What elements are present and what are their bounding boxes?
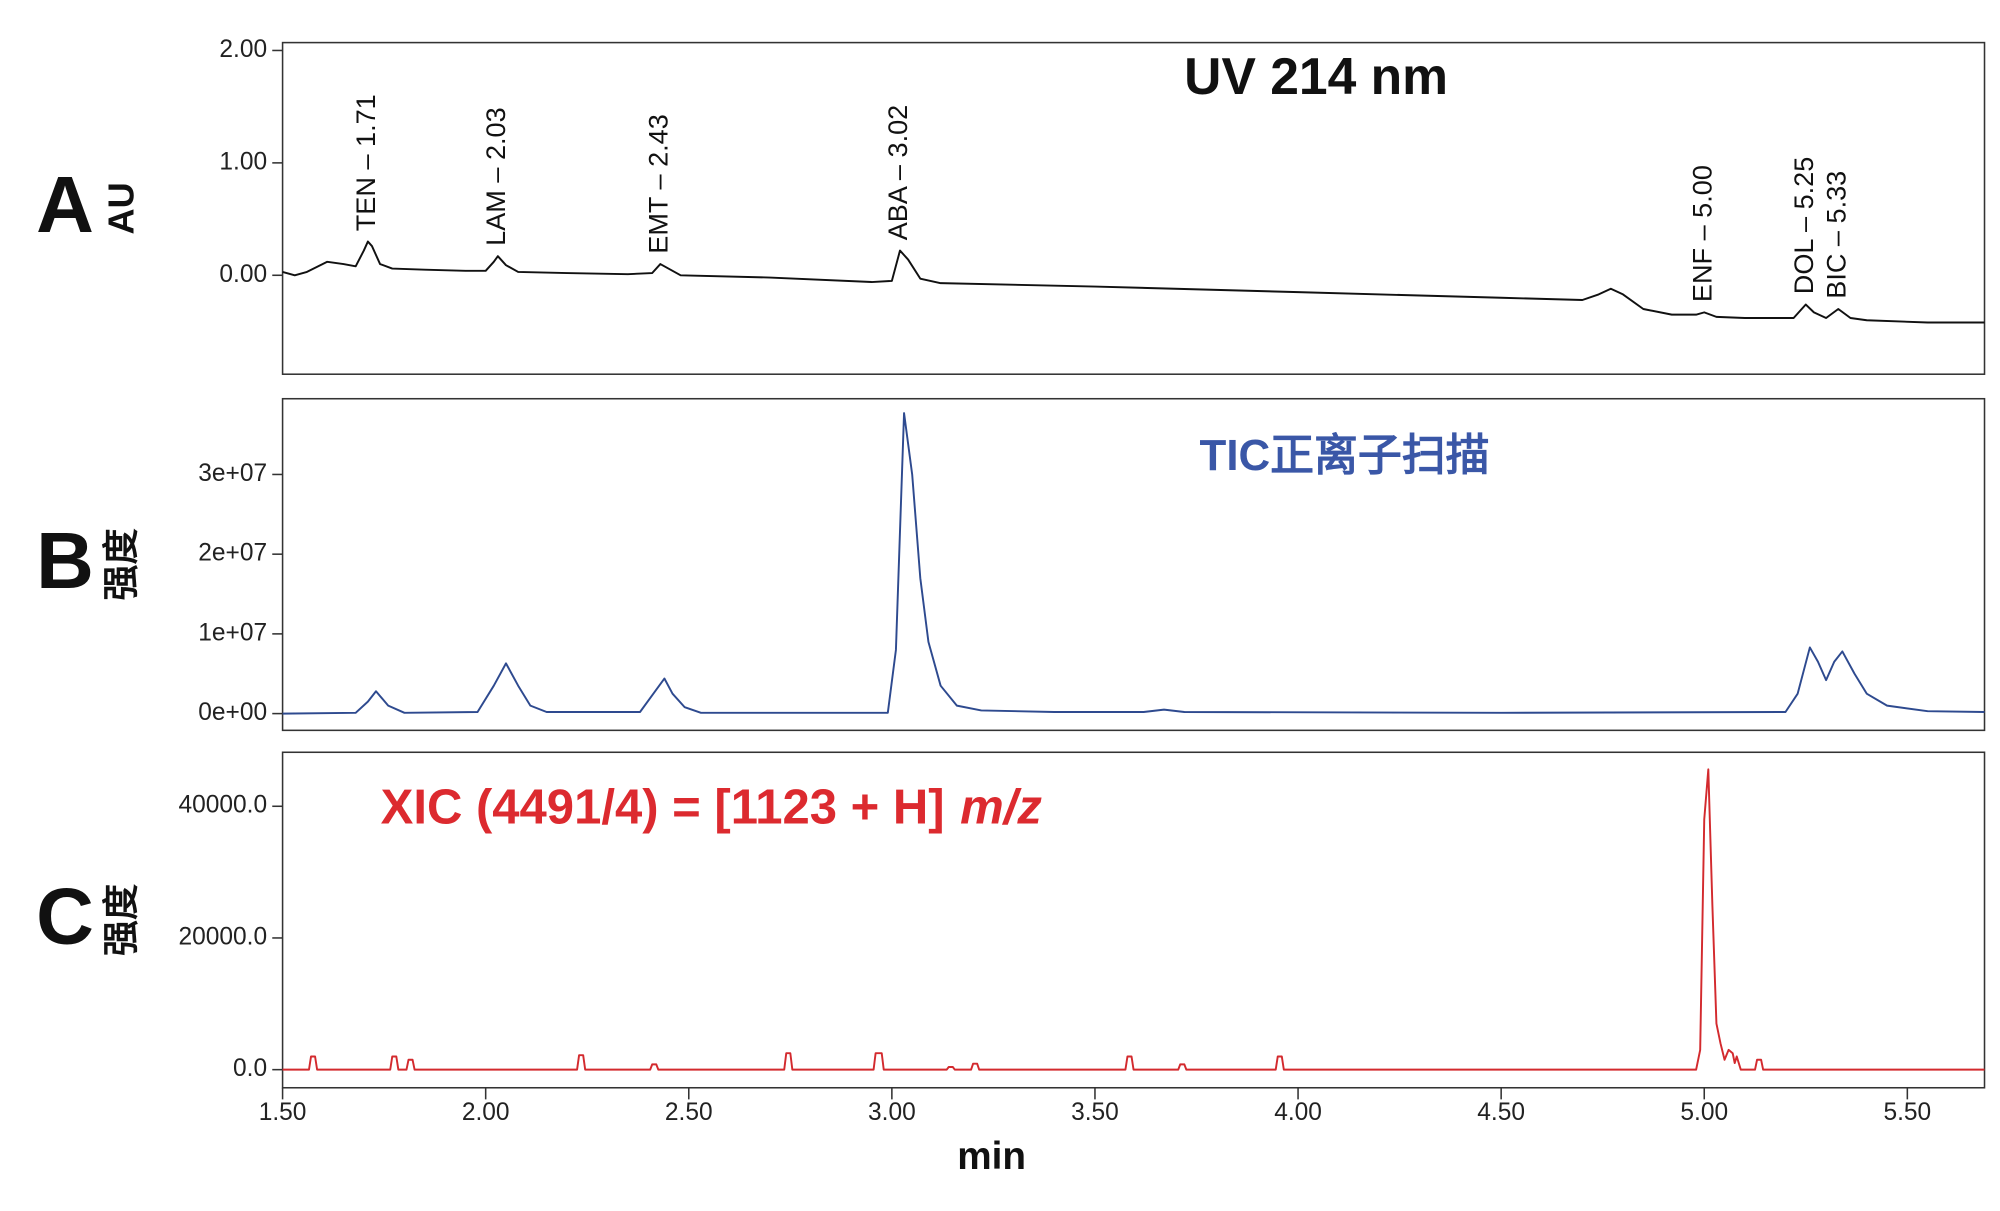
- trace-line: [282, 768, 1985, 1071]
- peak-label: ABA – 3.02: [882, 105, 913, 241]
- y-axis-label: 强度: [100, 528, 141, 600]
- peak-label: TEN – 1.71: [350, 94, 381, 231]
- x-tick-label: 4.50: [1477, 1099, 1525, 1126]
- x-tick-label: 3.00: [868, 1099, 916, 1126]
- x-tick-label: 2.50: [665, 1099, 713, 1126]
- y-tick-label: 3e+07: [198, 460, 267, 487]
- title-text: TIC正离子扫描: [1200, 431, 1490, 480]
- panel-letter: A: [36, 160, 94, 249]
- peak-label: ENF – 5.00: [1686, 165, 1717, 302]
- peak-label: EMT – 2.43: [643, 114, 674, 253]
- x-tick-label: 3.50: [1071, 1099, 1119, 1126]
- x-tick-label: 4.00: [1274, 1099, 1322, 1126]
- peak-label: BIC – 5.33: [1820, 171, 1851, 299]
- trace-line: [282, 240, 1985, 324]
- y-tick-label: 0.00: [219, 261, 267, 288]
- y-tick-label: 40000.0: [179, 792, 268, 819]
- peak-label: DOL – 5.25: [1788, 157, 1819, 294]
- y-tick-label: 1.00: [219, 148, 267, 175]
- title-text: UV 214 nm: [1184, 47, 1448, 105]
- y-axis-label: 强度: [100, 884, 141, 956]
- y-axis-label: AU: [100, 182, 141, 234]
- panel-letter: C: [36, 872, 94, 961]
- x-tick-label: 5.50: [1883, 1099, 1931, 1126]
- panel-title: UV 214 nm: [1184, 47, 1448, 105]
- panel-letter: B: [36, 516, 94, 605]
- y-tick-label: 20000.0: [179, 923, 268, 950]
- y-tick-label: 1e+07: [198, 619, 267, 646]
- x-tick-label: 1.50: [259, 1099, 307, 1126]
- panel-title: XIC (4491/4) = [1123 + H] m/z: [381, 780, 1043, 834]
- y-tick-label: 2e+07: [198, 540, 267, 567]
- y-tick-label: 0.0: [233, 1055, 267, 1082]
- title-text: XIC (4491/4) = [1123 + H]: [381, 780, 945, 834]
- y-tick-label: 2.00: [219, 36, 267, 63]
- peak-label: LAM – 2.03: [480, 107, 511, 246]
- panel-title: TIC正离子扫描: [1200, 431, 1490, 480]
- plot-frame: [281, 41, 1986, 375]
- title-italic: m/z: [960, 780, 1042, 834]
- y-tick-label: 0e+00: [198, 699, 267, 726]
- plot-frame: [281, 397, 1986, 732]
- x-axis-label: min: [957, 1135, 1026, 1178]
- plot-frame: [281, 751, 1986, 1089]
- x-tick-label: 2.00: [462, 1099, 510, 1126]
- trace-line: [282, 412, 1985, 715]
- x-tick-label: 5.00: [1680, 1099, 1728, 1126]
